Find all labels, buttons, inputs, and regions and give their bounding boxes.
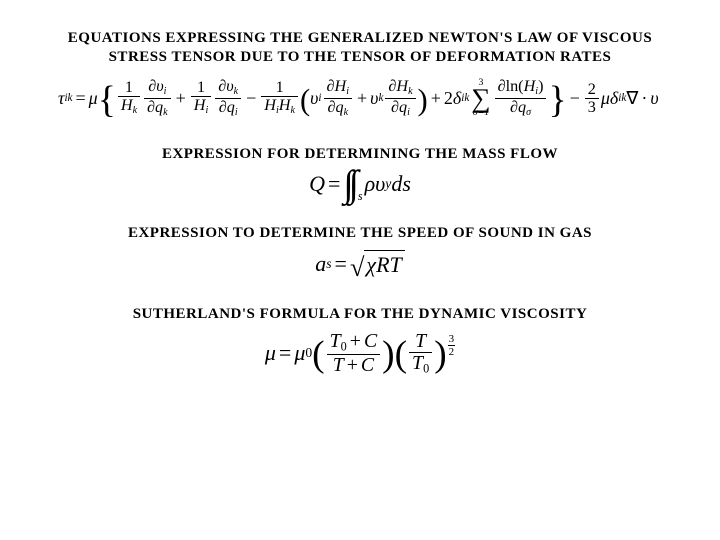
- equation-speed-of-sound: as= √χRT: [50, 250, 670, 278]
- equation-mass-flow: Q=∫∫sρυyds: [50, 171, 670, 197]
- heading-1-line2: stress tensor due to the tensor of defor…: [50, 49, 670, 66]
- heading-4: Sutherland's formula for the dynamic vis…: [50, 306, 670, 323]
- equation-sutherland: μ=μ0 ( T0+C T+C ) ( T T0 )32: [50, 331, 670, 375]
- page: Equations expressing the generalized New…: [0, 0, 720, 397]
- equation-stress-tensor: τik=μ{ 1Hk ∂υi∂qk + 1Hi ∂υk∂qi − 1HiHk (…: [50, 78, 670, 118]
- heading-2: Expression for determining the mass flow: [50, 146, 670, 163]
- heading-3: Expression to determine the speed of sou…: [50, 225, 670, 242]
- heading-1-line1: Equations expressing the generalized New…: [50, 30, 670, 47]
